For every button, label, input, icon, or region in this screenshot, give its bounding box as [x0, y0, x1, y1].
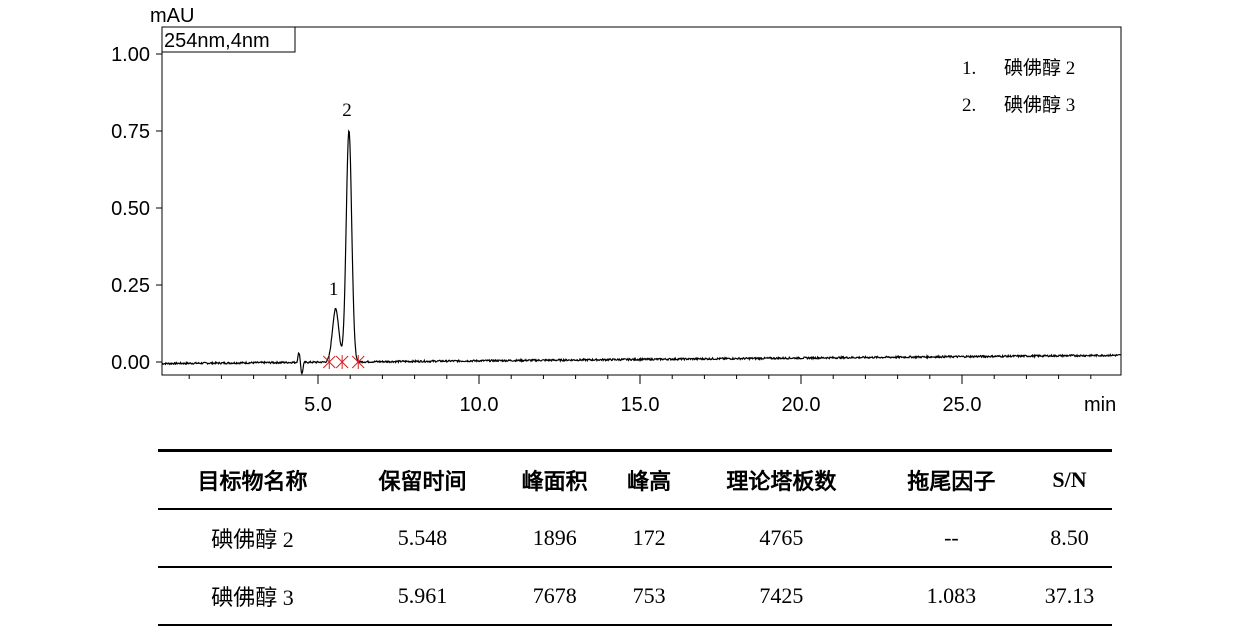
- legend-item-1-number: 1.: [962, 58, 976, 79]
- legend-item-1-name: 碘佛醇 2: [1004, 57, 1075, 79]
- y-tick-label: 0.50: [111, 198, 150, 220]
- cell-peak-height: 172: [632, 525, 666, 550]
- header-compound-name: 目标物名称: [197, 470, 308, 495]
- table-row: 碘佛醇 2 5.548 1896 172 4765 -- 8.50: [158, 509, 1112, 567]
- x-tick-label: 25.0: [943, 394, 982, 416]
- cell-compound-name: 碘佛醇 3: [211, 585, 294, 610]
- y-tick-label: 0.75: [111, 121, 150, 143]
- x-axis-minor-ticks: [188, 375, 1092, 379]
- cell-compound-name: 碘佛醇 2: [211, 527, 294, 552]
- cell-theoretical-plates: 7425: [759, 583, 804, 608]
- plot-frame: [161, 26, 1122, 376]
- peak-number-label: 2: [342, 100, 352, 121]
- header-signal-to-noise: S/N: [1052, 467, 1087, 492]
- table-row: 碘佛醇 3 5.961 7678 753 7425 1.083 37.13: [158, 567, 1112, 625]
- results-table: 目标物名称 保留时间 峰面积 峰高 理论塔板数 拖尾因子 S/N 碘佛醇 2 5…: [158, 449, 1112, 626]
- cell-retention-time: 5.548: [397, 525, 448, 550]
- header-retention-time: 保留时间: [378, 470, 467, 495]
- x-tick-label: 5.0: [304, 394, 332, 416]
- x-axis-unit: min: [1084, 394, 1116, 416]
- header-theoretical-plates: 理论塔板数: [726, 470, 837, 495]
- header-tailing-factor: 拖尾因子: [907, 470, 996, 495]
- y-tick-label: 0.25: [111, 275, 150, 297]
- detector-label-box: [161, 26, 296, 53]
- chromatogram-trace: [161, 129, 1121, 376]
- cell-signal-to-noise: 8.50: [1050, 525, 1089, 550]
- header-peak-height: 峰高: [627, 470, 672, 495]
- cell-peak-height: 753: [632, 583, 666, 608]
- x-tick-label: 20.0: [782, 394, 821, 416]
- detector-label: 254nm,4nm: [164, 30, 270, 52]
- integration-markers: [322, 355, 365, 369]
- x-tick-label: 15.0: [621, 394, 660, 416]
- integration-marker: [322, 355, 336, 369]
- y-axis-unit: mAU: [150, 5, 194, 27]
- cell-peak-area: 7678: [532, 583, 577, 608]
- x-axis-ticks: 5.0 10.0 15.0 20.0 25.0: [304, 375, 981, 416]
- chromatogram-chart: mAU min 254nm,4nm 0.00 0.25 0.50 0.75 1.00 5…: [111, 5, 1122, 416]
- integration-marker: [351, 355, 365, 369]
- x-tick-label: 10.0: [460, 394, 499, 416]
- peak-labels: 12: [329, 100, 352, 300]
- cell-theoretical-plates: 4765: [759, 525, 804, 550]
- integration-marker: [335, 355, 349, 369]
- legend-item-2-number: 2.: [962, 95, 976, 116]
- header-peak-area: 峰面积: [521, 470, 588, 495]
- cell-retention-time: 5.961: [397, 583, 448, 608]
- peak-number-label: 1: [329, 279, 339, 300]
- y-tick-label: 0.00: [111, 352, 150, 374]
- legend: 1. 碘佛醇 2 2. 碘佛醇 3: [962, 57, 1075, 116]
- legend-item-2-name: 碘佛醇 3: [1004, 94, 1075, 116]
- cell-signal-to-noise: 37.13: [1044, 583, 1095, 608]
- cell-tailing-factor: 1.083: [926, 583, 977, 608]
- cell-peak-area: 1896: [532, 525, 577, 550]
- cell-tailing-factor: --: [944, 525, 959, 550]
- y-tick-label: 1.00: [111, 44, 150, 66]
- table-header-row: 目标物名称 保留时间 峰面积 峰高 理论塔板数 拖尾因子 S/N: [158, 450, 1112, 509]
- y-axis-ticks: 0.00 0.25 0.50 0.75 1.00: [111, 44, 162, 374]
